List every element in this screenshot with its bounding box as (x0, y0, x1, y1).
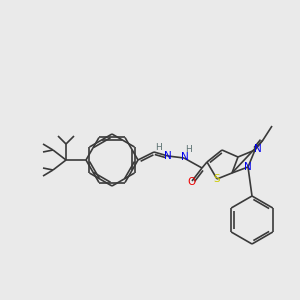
Text: N: N (164, 151, 172, 161)
Text: S: S (214, 174, 220, 184)
Text: N: N (244, 162, 252, 172)
Text: H: H (186, 146, 192, 154)
Text: O: O (188, 177, 196, 187)
Text: N: N (181, 152, 189, 162)
Text: H: H (154, 142, 161, 152)
Text: N: N (254, 144, 262, 154)
